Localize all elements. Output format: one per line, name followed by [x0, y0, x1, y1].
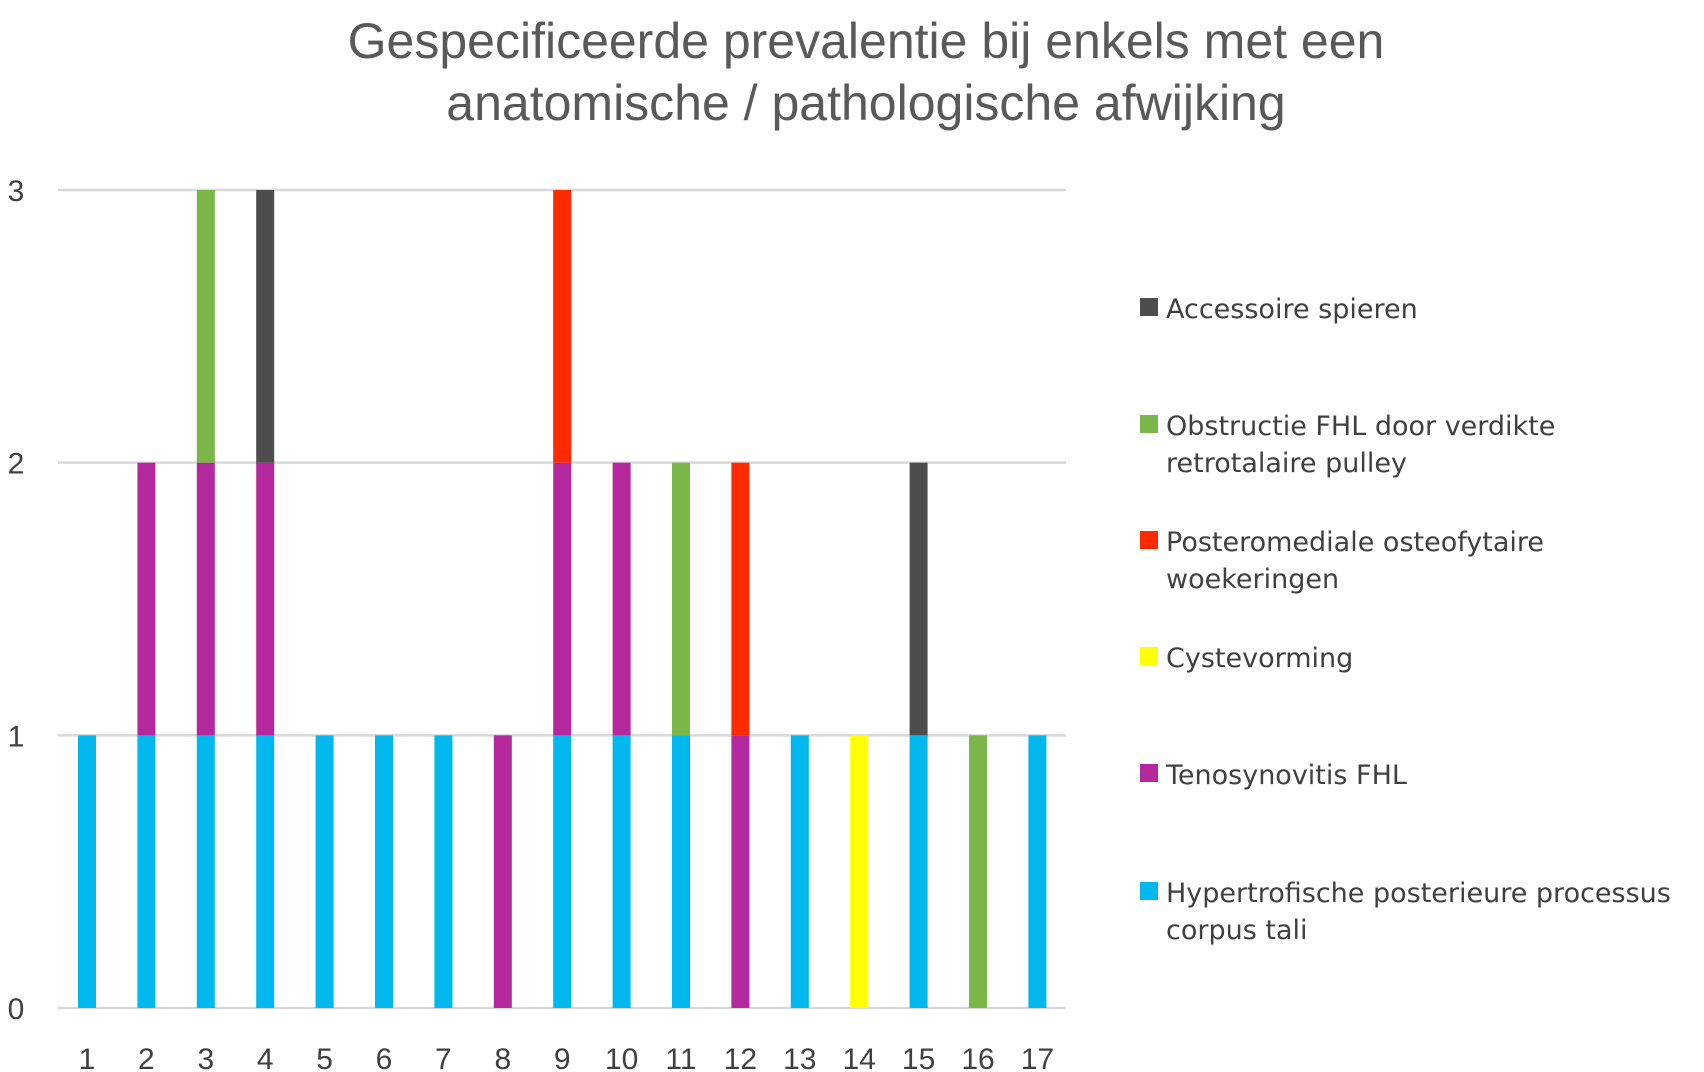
x-tick-label: 15 [902, 1043, 935, 1072]
legend-swatch [1140, 764, 1158, 782]
bar-segment-17-series-1 [1028, 735, 1047, 1008]
legend-swatch [1140, 882, 1158, 900]
bar-segment-9-series-4 [553, 190, 572, 463]
bar-segment-4-series-1 [256, 735, 275, 1008]
x-tick-label: 11 [665, 1043, 696, 1072]
legend-label: Obstructie FHL door verdikte [1166, 411, 1555, 442]
bar-segment-9-series-2 [553, 462, 572, 736]
x-tick-label: 17 [1021, 1043, 1054, 1072]
bar-segment-16-series-5 [969, 735, 987, 1008]
legend-item: Cystevorming [1140, 643, 1353, 674]
bar-segment-1-series-1 [78, 735, 96, 1008]
legend-label: retrotalaire pulley [1166, 448, 1407, 479]
legend-swatch [1140, 647, 1158, 665]
bar-segment-12-series-2 [731, 735, 750, 1008]
legend: Accessoire spieren Obstructie FHL door ve… [1140, 294, 1671, 946]
legend-swatch [1140, 531, 1158, 549]
bar-segment-11-series-5 [672, 462, 690, 736]
legend-swatch [1140, 415, 1158, 433]
legend-label: Hypertrofische posterieure processus [1166, 878, 1671, 909]
bar-segment-14-series-3 [850, 735, 869, 1008]
bar-segment-13-series-1 [790, 735, 809, 1008]
x-tick-label: 14 [843, 1043, 876, 1072]
legend-label: woekeringen [1166, 564, 1339, 595]
x-axis-tick-labels: 1 2 3 4 5 6 7 8 9 10 11 12 13 14 15 16 17 [79, 1043, 1054, 1072]
bar-segment-4-series-6 [256, 190, 275, 463]
x-tick-label: 3 [197, 1043, 214, 1072]
legend-swatch [1140, 298, 1158, 316]
x-tick-label: 12 [724, 1043, 757, 1072]
legend-label: Cystevorming [1166, 643, 1353, 674]
bar-segment-11-series-1 [672, 735, 690, 1008]
bar-segment-15-series-1 [909, 735, 928, 1008]
y-tick-label: 1 [8, 720, 25, 753]
legend-label: corpus tali [1166, 915, 1308, 946]
bar-segment-10-series-1 [612, 735, 631, 1008]
legend-label: Tenosynovitis FHL [1165, 760, 1407, 791]
bar-segment-2-series-1 [137, 735, 156, 1008]
y-tick-label: 0 [8, 993, 25, 1026]
chart-title-line-2: anatomische / pathologische afwijking [446, 75, 1285, 131]
legend-item: Posteromediale osteofytaire woekeringen [1140, 527, 1544, 595]
y-tick-label: 3 [8, 175, 25, 208]
bar-segment-3-series-1 [196, 735, 215, 1008]
x-tick-label: 10 [605, 1043, 638, 1072]
bar-segment-5-series-1 [315, 735, 334, 1008]
bar-segment-10-series-2 [612, 462, 631, 736]
bar-segment-8-series-2 [493, 735, 512, 1008]
x-tick-label: 16 [961, 1043, 994, 1072]
bars [78, 190, 1047, 1008]
x-tick-label: 5 [316, 1043, 333, 1072]
bar-segment-15-series-6 [909, 462, 928, 736]
bar-segment-7-series-1 [434, 735, 453, 1008]
legend-item: Accessoire spieren [1140, 294, 1418, 325]
y-tick-label: 2 [8, 448, 25, 481]
x-tick-label: 9 [554, 1043, 571, 1072]
x-tick-label: 13 [783, 1043, 816, 1072]
bar-segment-3-series-2 [196, 462, 215, 736]
bar-segment-12-series-4 [731, 462, 750, 736]
bar-segment-3-series-5 [196, 190, 215, 463]
x-tick-label: 6 [376, 1043, 393, 1072]
x-tick-label: 8 [494, 1043, 511, 1072]
bar-segment-6-series-1 [375, 735, 393, 1008]
legend-label: Accessoire spieren [1166, 294, 1418, 325]
legend-item: Obstructie FHL door verdikte retrotalaire… [1140, 411, 1555, 479]
chart-title-line-1: Gespecificeerde prevalentie bij enkels m… [348, 13, 1385, 69]
bar-segment-2-series-2 [137, 462, 156, 736]
legend-item: Hypertrofische posterieure processus corp… [1140, 878, 1671, 946]
x-tick-label: 1 [79, 1043, 96, 1072]
x-tick-label: 4 [257, 1043, 274, 1072]
x-tick-label: 7 [435, 1043, 452, 1072]
legend-item: Tenosynovitis FHL [1140, 760, 1407, 791]
x-tick-label: 2 [138, 1043, 155, 1072]
legend-label: Posteromediale osteofytaire [1166, 527, 1544, 558]
y-axis-tick-labels: 0 1 2 3 [8, 175, 25, 1026]
bar-segment-4-series-2 [256, 462, 275, 736]
bar-segment-9-series-1 [553, 735, 572, 1008]
